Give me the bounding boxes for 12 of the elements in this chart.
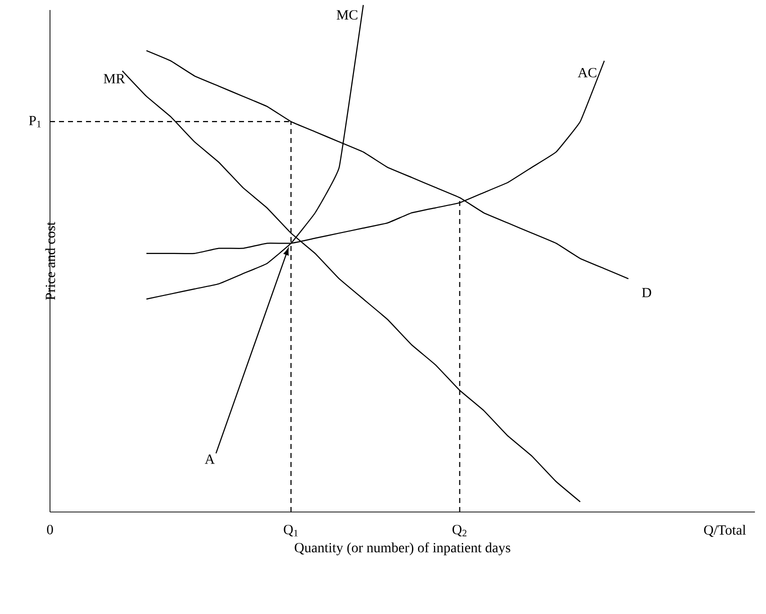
series-label: MC — [336, 10, 358, 20]
annotation: A — [204, 454, 215, 464]
x-axis-title: Quantity (or number) of inpatient days — [294, 542, 510, 556]
x-tick-label: 0 — [47, 524, 53, 534]
series-label: AC — [578, 68, 596, 78]
series-label: MR — [104, 74, 126, 84]
x-tick-label: Q$_{2}$ — [452, 524, 466, 536]
y-axis-title: Price and cost — [45, 222, 56, 300]
x-tick-label: Q/Total — [704, 524, 746, 537]
x-tick-label: Q$_{1}$ — [284, 524, 298, 536]
annotation: P$_{1}$ — [29, 116, 41, 128]
series-label: D — [642, 288, 652, 298]
